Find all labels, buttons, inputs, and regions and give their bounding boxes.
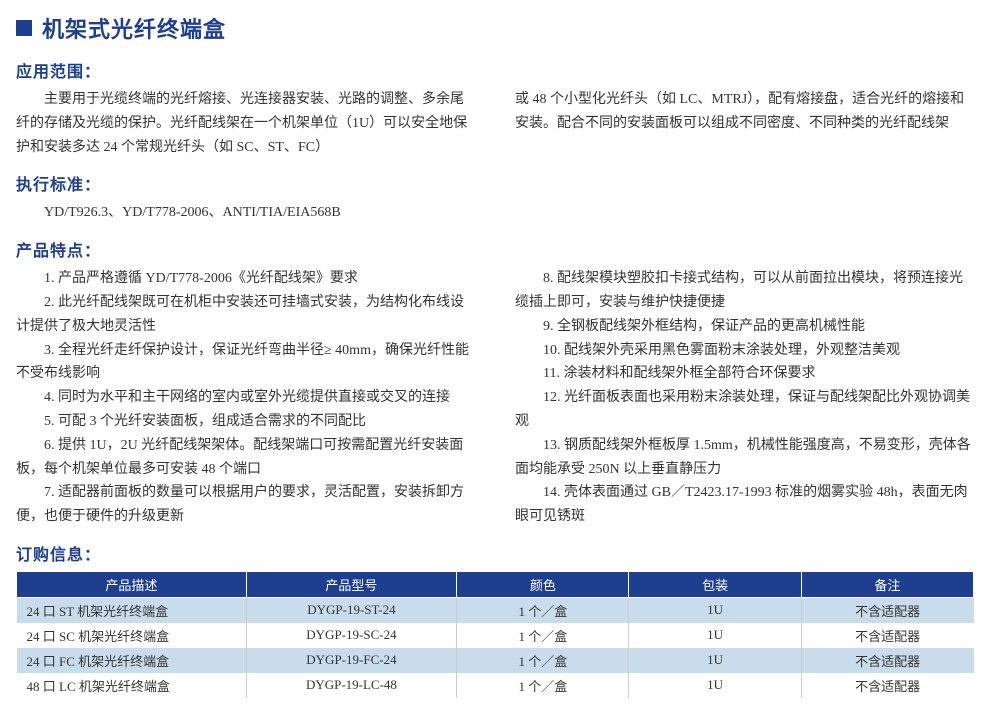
- features-columns: 1. 产品严格遵循 YD/T778-2006《光纤配线架》要求 2. 此光纤配线…: [16, 267, 974, 529]
- table-cell: 1 个／盒: [457, 673, 629, 698]
- table-cell: 1U: [629, 623, 801, 648]
- scope-col-left: 主要用于光缆终端的光纤熔接、光连接器安装、光路的调整、多余尾纤的存储及光缆的保护…: [16, 88, 475, 159]
- table-row: 48 口 LC 机架光纤终端盒DYGP-19-LC-481 个／盒1U不含适配器: [17, 673, 974, 698]
- standard-text: YD/T926.3、YD/T778-2006、ANTI/TIA/EIA568B: [16, 201, 974, 225]
- th-remark: 备注: [801, 571, 973, 597]
- table-cell: 1U: [629, 648, 801, 673]
- th-desc: 产品描述: [17, 571, 247, 597]
- order-heading: 订购信息：: [16, 541, 974, 565]
- table-row: 24 口 ST 机架光纤终端盒DYGP-19-ST-241 个／盒1U不含适配器: [17, 597, 974, 623]
- table-cell: 48 口 LC 机架光纤终端盒: [17, 673, 247, 698]
- features-section: 产品特点： 1. 产品严格遵循 YD/T778-2006《光纤配线架》要求 2.…: [16, 237, 974, 529]
- table-body: 24 口 ST 机架光纤终端盒DYGP-19-ST-241 个／盒1U不含适配器…: [17, 597, 974, 698]
- table-cell: 1U: [629, 597, 801, 623]
- table-cell: 1 个／盒: [457, 648, 629, 673]
- table-cell: 1 个／盒: [457, 623, 629, 648]
- table-header-row: 产品描述 产品型号 颜色 包装 备注: [17, 571, 974, 597]
- scope-columns: 主要用于光缆终端的光纤熔接、光连接器安装、光路的调整、多余尾纤的存储及光缆的保护…: [16, 88, 974, 159]
- features-col-left: 1. 产品严格遵循 YD/T778-2006《光纤配线架》要求 2. 此光纤配线…: [16, 267, 475, 529]
- table-cell: DYGP-19-LC-48: [246, 673, 457, 698]
- scope-text-right: 或 48 个小型化光纤头（如 LC、MTRJ），配有熔接盘，适合光纤的熔接和安装…: [515, 88, 974, 136]
- th-package: 包装: [629, 571, 801, 597]
- order-section: 订购信息： 产品描述 产品型号 颜色 包装 备注 24 口 ST 机架光纤终端盒…: [16, 541, 974, 698]
- features-heading: 产品特点：: [16, 237, 974, 261]
- table-cell: 24 口 SC 机架光纤终端盒: [17, 623, 247, 648]
- features-col-right: 8. 配线架模块塑胶扣卡接式结构，可以从前面拉出模块，将预连接光缆插上即可，安装…: [515, 267, 974, 529]
- standard-heading: 执行标准：: [16, 171, 974, 195]
- th-color: 颜色: [457, 571, 629, 597]
- table-row: 24 口 FC 机架光纤终端盒DYGP-19-FC-241 个／盒1U不含适配器: [17, 648, 974, 673]
- page-title-row: 机架式光纤终端盒: [16, 12, 974, 44]
- table-cell: 24 口 FC 机架光纤终端盒: [17, 648, 247, 673]
- table-cell: DYGP-19-ST-24: [246, 597, 457, 623]
- table-cell: 不含适配器: [801, 648, 973, 673]
- table-cell: 不含适配器: [801, 623, 973, 648]
- table-cell: 24 口 ST 机架光纤终端盒: [17, 597, 247, 623]
- title-square-icon: [16, 20, 32, 36]
- table-cell: DYGP-19-FC-24: [246, 648, 457, 673]
- scope-col-right: 或 48 个小型化光纤头（如 LC、MTRJ），配有熔接盘，适合光纤的熔接和安装…: [515, 88, 974, 159]
- standard-section: 执行标准： YD/T926.3、YD/T778-2006、ANTI/TIA/EI…: [16, 171, 974, 225]
- order-table: 产品描述 产品型号 颜色 包装 备注 24 口 ST 机架光纤终端盒DYGP-1…: [16, 571, 974, 698]
- page-title: 机架式光纤终端盒: [42, 12, 226, 44]
- table-row: 24 口 SC 机架光纤终端盒DYGP-19-SC-241 个／盒1U不含适配器: [17, 623, 974, 648]
- table-cell: 不含适配器: [801, 597, 973, 623]
- scope-text-left: 主要用于光缆终端的光纤熔接、光连接器安装、光路的调整、多余尾纤的存储及光缆的保护…: [16, 88, 475, 159]
- scope-heading: 应用范围：: [16, 58, 974, 82]
- table-cell: 1 个／盒: [457, 597, 629, 623]
- table-cell: 不含适配器: [801, 673, 973, 698]
- scope-section: 应用范围： 主要用于光缆终端的光纤熔接、光连接器安装、光路的调整、多余尾纤的存储…: [16, 58, 974, 159]
- table-cell: DYGP-19-SC-24: [246, 623, 457, 648]
- th-model: 产品型号: [246, 571, 457, 597]
- table-cell: 1U: [629, 673, 801, 698]
